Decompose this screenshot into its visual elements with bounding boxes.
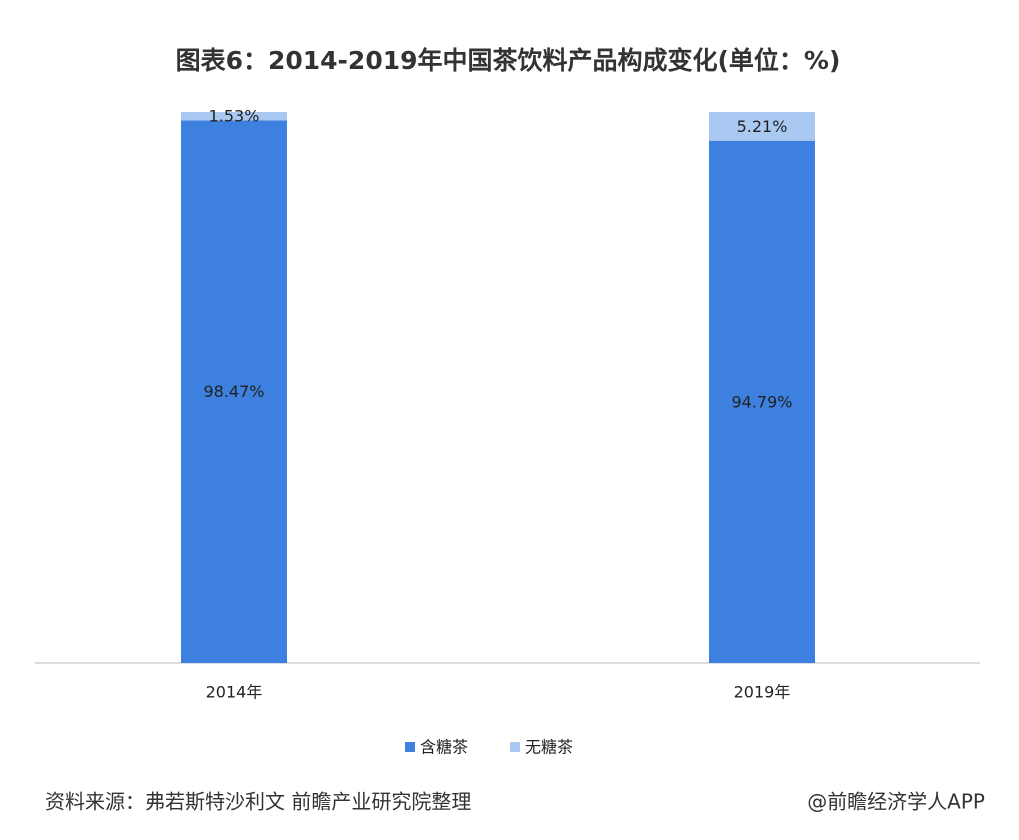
chart-title: 图表6：2014-2019年中国茶饮料产品构成变化(单位：%) (176, 46, 841, 75)
x-tick-label: 2014年 (206, 683, 263, 702)
legend-label: 含糖茶 (420, 738, 468, 757)
source-note: 资料来源：弗若斯特沙利文 前瞻产业研究院整理 (45, 790, 471, 814)
data-label: 1.53% (209, 107, 260, 126)
bar-segment (709, 112, 815, 141)
data-label: 98.47% (203, 382, 264, 401)
credit: @前瞻经济学人APP (807, 790, 985, 814)
data-label: 5.21% (737, 117, 788, 136)
legend-swatch (510, 742, 520, 752)
legend-label: 无糖茶 (525, 738, 573, 757)
x-tick-label: 2019年 (734, 683, 791, 702)
bar-segment (181, 112, 287, 121)
bar-segment (181, 120, 287, 663)
data-label: 94.79% (731, 392, 792, 411)
bar-segment (709, 140, 815, 663)
legend-swatch (405, 742, 415, 752)
